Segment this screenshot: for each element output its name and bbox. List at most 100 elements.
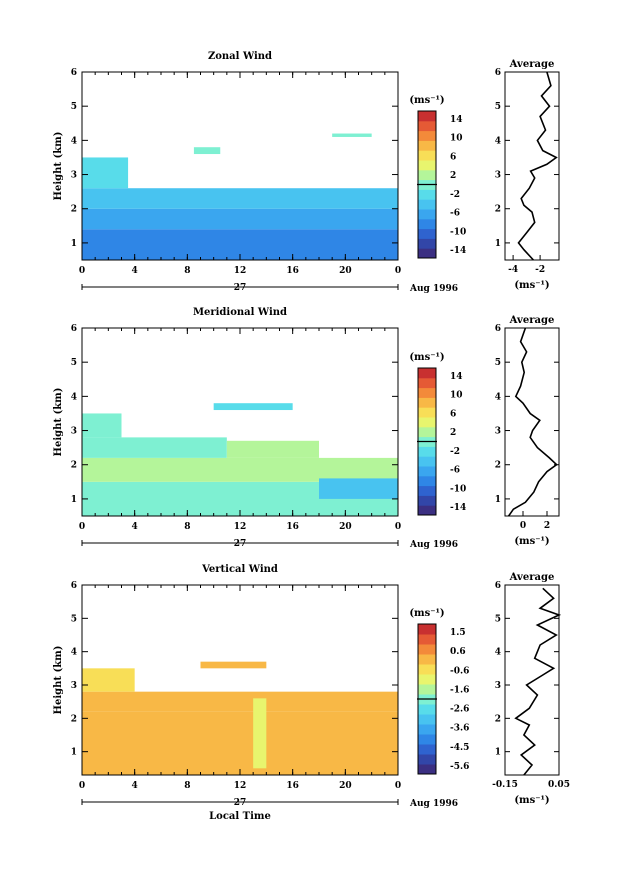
colorbar-segment	[418, 407, 436, 418]
y-tick-label: 1	[71, 748, 77, 758]
average-x-label: (ms⁻¹)	[514, 795, 549, 806]
average-y-tick-label: 3	[495, 171, 501, 181]
average-y-tick-label: 4	[495, 648, 501, 658]
colorbar-segment	[418, 397, 436, 408]
y-tick-label: 2	[71, 205, 77, 215]
day-label: 27	[234, 798, 247, 808]
average-frame	[504, 327, 560, 517]
colorbar-segment	[418, 238, 436, 249]
colorbar-segment	[418, 475, 436, 487]
colorbar-tick-label: -10	[450, 484, 466, 494]
colorbar-unit: (ms⁻¹)	[409, 608, 444, 619]
y-tick-label: 4	[71, 392, 77, 402]
x-tick-label: 16	[286, 522, 299, 532]
heatmap-region	[332, 133, 372, 137]
y-tick-label: 6	[71, 581, 77, 591]
colorbar-segment	[418, 495, 436, 506]
y-tick-label: 3	[71, 427, 77, 437]
x-tick-label: 0	[79, 781, 85, 791]
heatmap-region	[82, 157, 129, 189]
colorbar-tick-label: -2	[450, 447, 460, 457]
x-tick-label: 0	[395, 781, 401, 791]
x-tick-label: 8	[184, 781, 190, 791]
colorbar-segment	[418, 674, 436, 685]
colorbar-segment	[418, 209, 436, 220]
x-tick-label: 20	[339, 522, 352, 532]
colorbar-tick-label: 0.6	[450, 647, 466, 657]
average-y-tick-label: 3	[495, 427, 501, 437]
colorbar-tick-label: -10	[450, 227, 466, 237]
colorbar-segment	[418, 140, 436, 151]
colorbar-segment	[418, 644, 436, 655]
colorbar-tick-label: -3.6	[450, 724, 469, 734]
colorbar-segment	[418, 248, 436, 259]
average-x-label: (ms⁻¹)	[514, 280, 549, 291]
average-x-tick-label: -2	[535, 265, 545, 275]
colorbar-tick-label: 6	[450, 409, 456, 419]
colorbar-segment	[418, 634, 436, 645]
x-tick-label: 4	[132, 522, 138, 532]
average-y-tick-label: 5	[495, 102, 501, 112]
colorbar-tick-label: 14	[450, 115, 463, 125]
colorbar-segment	[418, 664, 436, 675]
colorbar-segment	[418, 754, 436, 765]
x-tick-label: 16	[286, 781, 299, 791]
average-profile-line	[507, 327, 558, 517]
colorbar-segment	[418, 505, 436, 516]
colorbar-tick-label: 2	[450, 428, 456, 438]
colorbar-segment	[418, 417, 436, 428]
average-profile-line	[514, 587, 562, 776]
y-tick-label: 4	[71, 648, 77, 658]
day-label: 27	[234, 539, 247, 549]
average-title: Average	[509, 315, 555, 326]
colorbar-segment	[418, 734, 436, 745]
colorbar-segment	[418, 714, 436, 725]
y-tick-label: 5	[71, 614, 77, 624]
colorbar-tick-label: -6	[450, 209, 460, 219]
x-tick-label: 12	[234, 522, 247, 532]
average-x-tick-label: 2	[544, 521, 550, 531]
colorbar-tick-label: -2	[450, 190, 460, 200]
average-y-tick-label: 2	[495, 461, 501, 471]
colorbar-segment	[418, 485, 436, 496]
colorbar-segment	[418, 724, 436, 735]
y-axis-label: Height (km)	[53, 132, 64, 201]
colorbar-segment	[418, 199, 436, 210]
colorbar-unit: (ms⁻¹)	[409, 95, 444, 106]
colorbar-segment	[418, 456, 436, 467]
date-label: Aug 1996	[409, 799, 458, 809]
x-tick-label: 0	[395, 522, 401, 532]
average-frame	[504, 71, 560, 261]
heatmap-region	[226, 440, 319, 458]
average-title: Average	[509, 59, 555, 70]
colorbar-segment	[418, 764, 436, 775]
average-x-tick-label: -4	[508, 265, 518, 275]
heatmap-region	[82, 437, 227, 458]
panel-title: Meridional Wind	[193, 307, 287, 318]
colorbar-segment	[418, 130, 436, 141]
colorbar-segment	[418, 704, 436, 715]
colorbar-segment	[418, 624, 436, 635]
date-label: Aug 1996	[409, 284, 458, 294]
heatmap-region	[82, 188, 398, 209]
x-tick-label: 0	[79, 522, 85, 532]
x-tick-label: 16	[286, 266, 299, 276]
x-tick-label: 4	[132, 266, 138, 276]
average-y-tick-label: 2	[495, 714, 501, 724]
colorbar-segment	[418, 218, 436, 230]
colorbar-tick-label: 1.5	[450, 628, 466, 638]
average-y-tick-label: 1	[495, 239, 501, 249]
colorbar-tick-label: -14	[450, 246, 466, 256]
colorbar-segment	[418, 377, 436, 389]
heatmap-region	[193, 147, 221, 155]
colorbar-segment	[418, 228, 436, 239]
average-y-tick-label: 6	[495, 68, 501, 78]
colorbar-tick-label: -2.6	[450, 705, 469, 715]
colorbar-segment	[418, 654, 436, 665]
colorbar-tick-label: -6	[450, 466, 460, 476]
average-y-tick-label: 1	[495, 748, 501, 758]
colorbar-segment	[418, 684, 436, 695]
average-y-tick-label: 1	[495, 495, 501, 505]
colorbar-segment	[418, 160, 436, 171]
average-y-tick-label: 2	[495, 205, 501, 215]
